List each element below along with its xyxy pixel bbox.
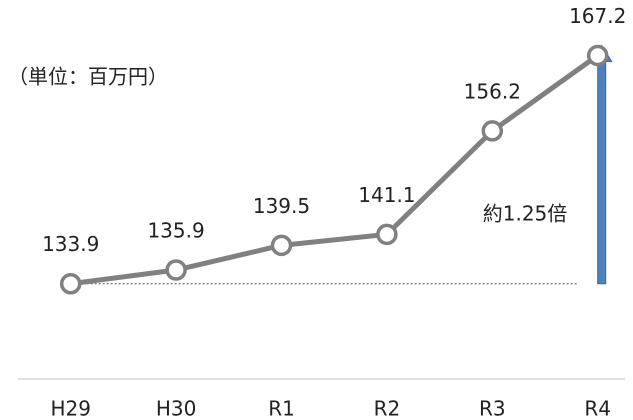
data-label: 133.9 [42, 232, 99, 256]
x-tick-label: H30 [156, 397, 197, 420]
unit-label: （単位：百万円） [8, 65, 168, 89]
marker [270, 234, 293, 257]
marker [59, 272, 82, 295]
data-label: 156.2 [464, 79, 521, 103]
data-label: 141.1 [358, 183, 415, 207]
data-label: 135.9 [147, 219, 204, 243]
x-tick-label: R4 [584, 397, 611, 420]
x-tick-label: H29 [50, 397, 91, 420]
marker [165, 259, 187, 281]
x-tick-label: R1 [268, 397, 295, 420]
data-label: 167.2 [569, 4, 626, 28]
marker [481, 120, 504, 142]
x-tick-label: R2 [374, 397, 401, 420]
annotation: 約1.25倍 [483, 202, 568, 226]
x-tick-label: R3 [479, 397, 506, 420]
marker [586, 44, 609, 67]
data-label: 139.5 [253, 194, 310, 218]
marker [376, 223, 398, 246]
line [70, 53, 600, 287]
growth-arrow [590, 44, 613, 285]
